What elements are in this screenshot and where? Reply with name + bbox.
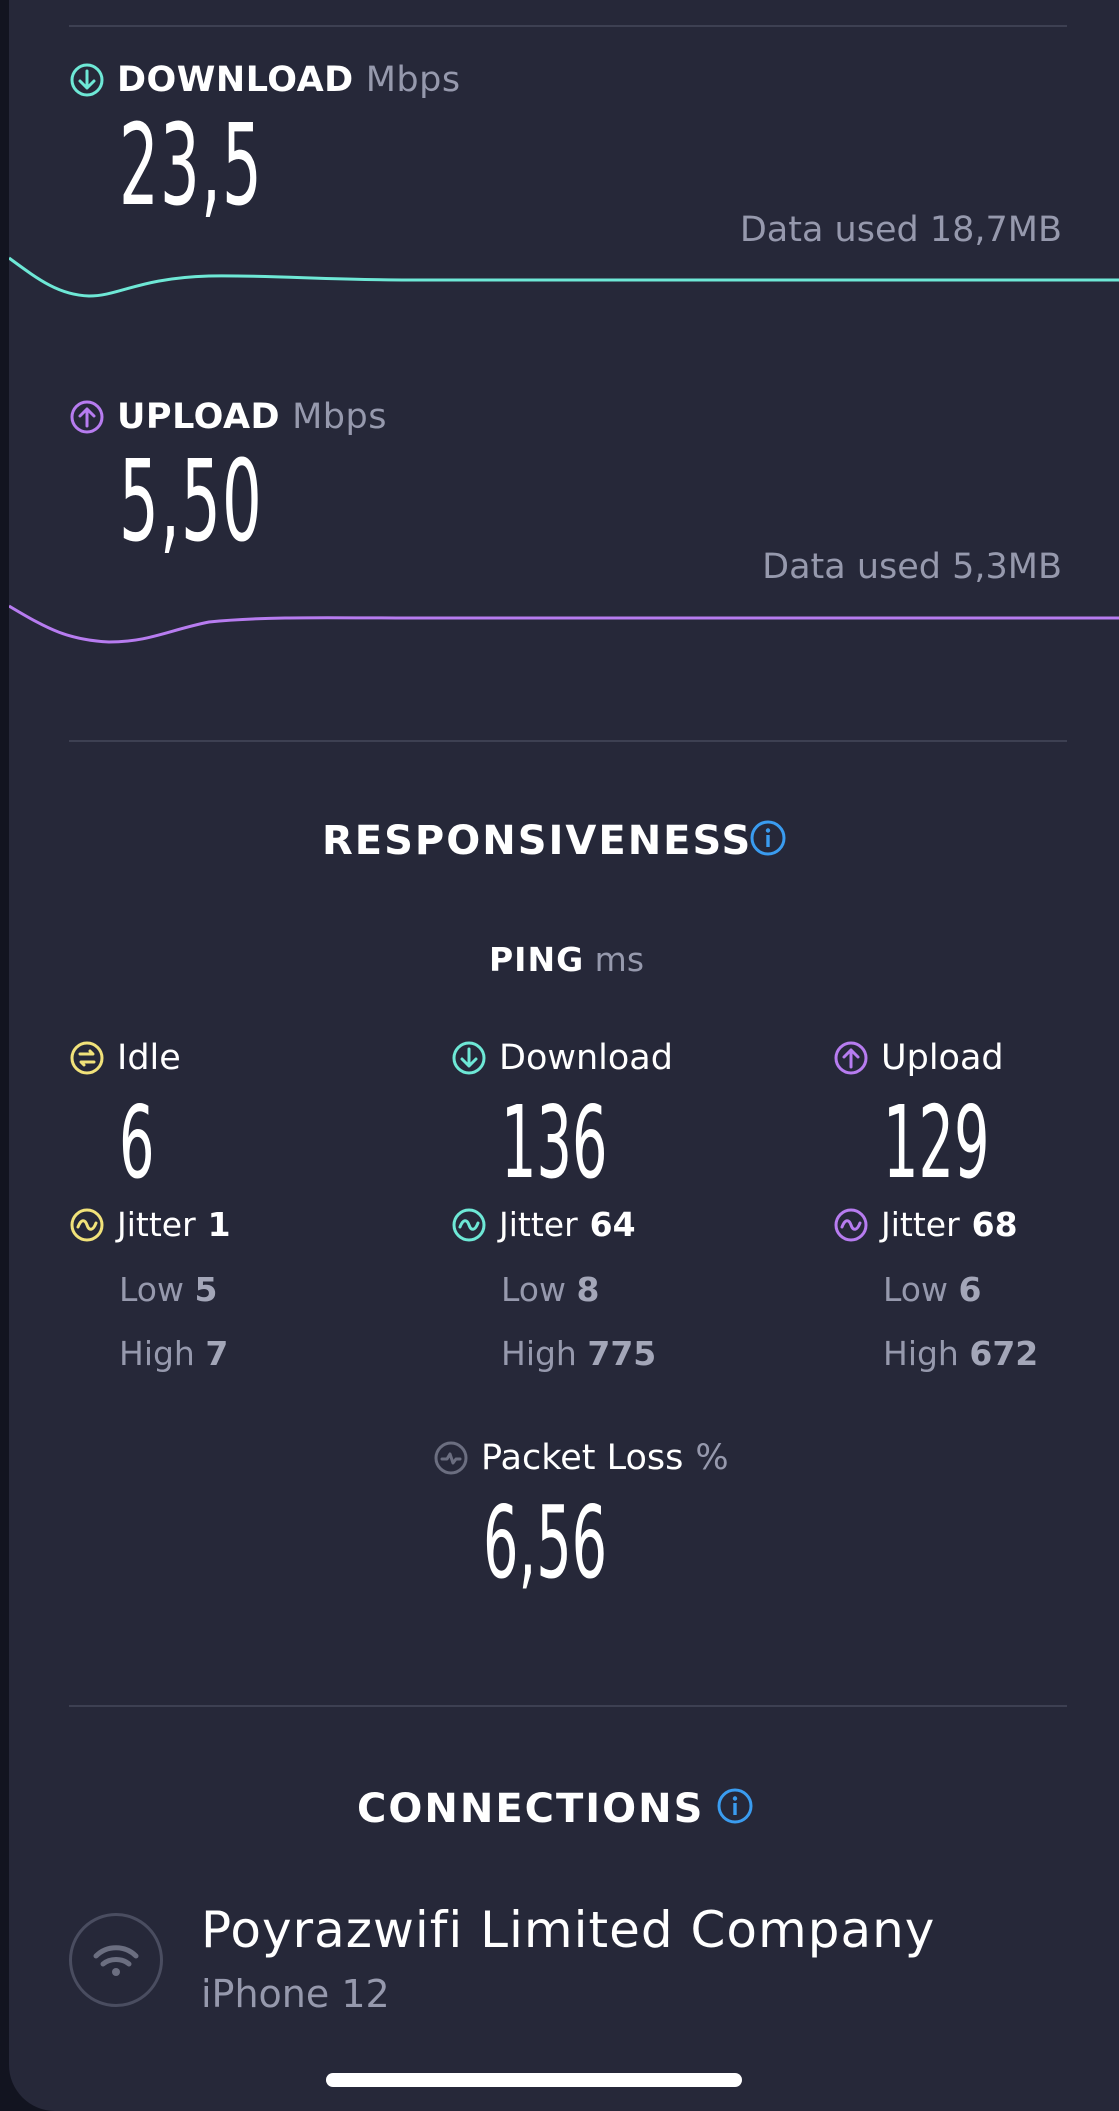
download-high-value: 775 [587,1334,657,1373]
packet-loss-unit: % [695,1438,729,1478]
idle-low-value: 5 [194,1270,218,1309]
idle-high-label: High [119,1334,195,1373]
responsiveness-title: RESPONSIVENESS [322,818,753,864]
jitter-wave-icon [452,1208,486,1241]
upload-data-used: Data used 5,3MB [762,547,1062,587]
download-speed-graph [9,256,1119,298]
idle-jitter-label: Jitter [117,1205,196,1244]
idle-high-value: 7 [205,1334,229,1373]
download-jitter-label: Jitter [499,1205,578,1244]
packet-loss-header: Packet Loss % [433,1438,729,1478]
upload-speed-graph [9,604,1119,644]
upload-header: UPLOAD Mbps [69,397,387,437]
wifi-icon [69,1913,163,2007]
idle-ping-value: 6 [119,1084,155,1201]
download-ping-label: Download [499,1038,673,1078]
upload-high: High 672 [883,1334,1038,1373]
upload-jitter-label: Jitter [881,1205,960,1244]
connections-divider [69,1705,1067,1707]
ping-upload-header: Upload [833,1038,1004,1078]
upload-ping-value: 129 [883,1084,990,1201]
packet-loss-icon [434,1441,468,1475]
ping-download-header: Download [451,1038,673,1078]
download-low-value: 8 [576,1270,600,1309]
download-jitter-value: 64 [589,1205,636,1244]
ping-label: PING [489,940,585,979]
connections-title: CONNECTIONS [357,1786,705,1832]
packet-loss-label: Packet Loss [481,1438,684,1478]
info-icon[interactable] [749,819,787,857]
download-high-label: High [501,1334,577,1373]
upload-arrow-icon [70,400,104,434]
idle-low: Low 5 [119,1270,217,1309]
ping-title: PING ms [489,940,644,979]
idle-jitter-value: 1 [207,1205,231,1244]
idle-label: Idle [117,1038,181,1078]
packet-loss-value: 6,56 [483,1484,608,1601]
upload-low-value: 6 [958,1270,982,1309]
download-low: Low 8 [501,1270,599,1309]
provider-name: Poyrazwifi Limited Company [201,1901,936,1959]
jitter-wave-icon [70,1208,104,1241]
upload-label: UPLOAD [117,397,281,437]
upload-unit: Mbps [292,397,387,437]
upload-ping-label: Upload [881,1038,1004,1078]
download-low-label: Low [501,1270,566,1309]
jitter-wave-icon [834,1208,868,1241]
idle-icon [70,1041,104,1075]
home-indicator[interactable] [326,2073,742,2087]
upload-high-value: 672 [969,1334,1039,1373]
download-arrow-icon [452,1041,486,1075]
upload-arrow-icon [834,1041,868,1075]
upload-low-label: Low [883,1270,948,1309]
upload-high-label: High [883,1334,959,1373]
download-data-used: Data used 18,7MB [739,210,1062,250]
upload-speed-value: 5,50 [119,437,264,567]
download-ping-value: 136 [501,1084,608,1201]
results-sheet: DOWNLOAD Mbps 23,5 Data used 18,7MB UPLO… [9,0,1119,2111]
idle-high: High 7 [119,1334,228,1373]
upload-jitter-value: 68 [971,1205,1018,1244]
upload-low: Low 6 [883,1270,981,1309]
download-jitter: Jitter 64 [451,1205,636,1244]
idle-jitter: Jitter 1 [69,1205,231,1244]
download-header: DOWNLOAD Mbps [69,60,461,100]
section-divider [69,740,1067,742]
ping-unit: ms [594,940,645,979]
ping-idle-header: Idle [69,1038,181,1078]
download-speed-value: 23,5 [119,101,264,231]
download-label: DOWNLOAD [117,60,354,100]
info-icon[interactable] [716,1787,754,1825]
download-unit: Mbps [365,60,461,100]
upload-jitter: Jitter 68 [833,1205,1018,1244]
download-arrow-icon [70,63,104,97]
device-name: iPhone 12 [201,1972,390,2016]
idle-low-label: Low [119,1270,184,1309]
top-divider [69,25,1067,27]
download-high: High 775 [501,1334,656,1373]
